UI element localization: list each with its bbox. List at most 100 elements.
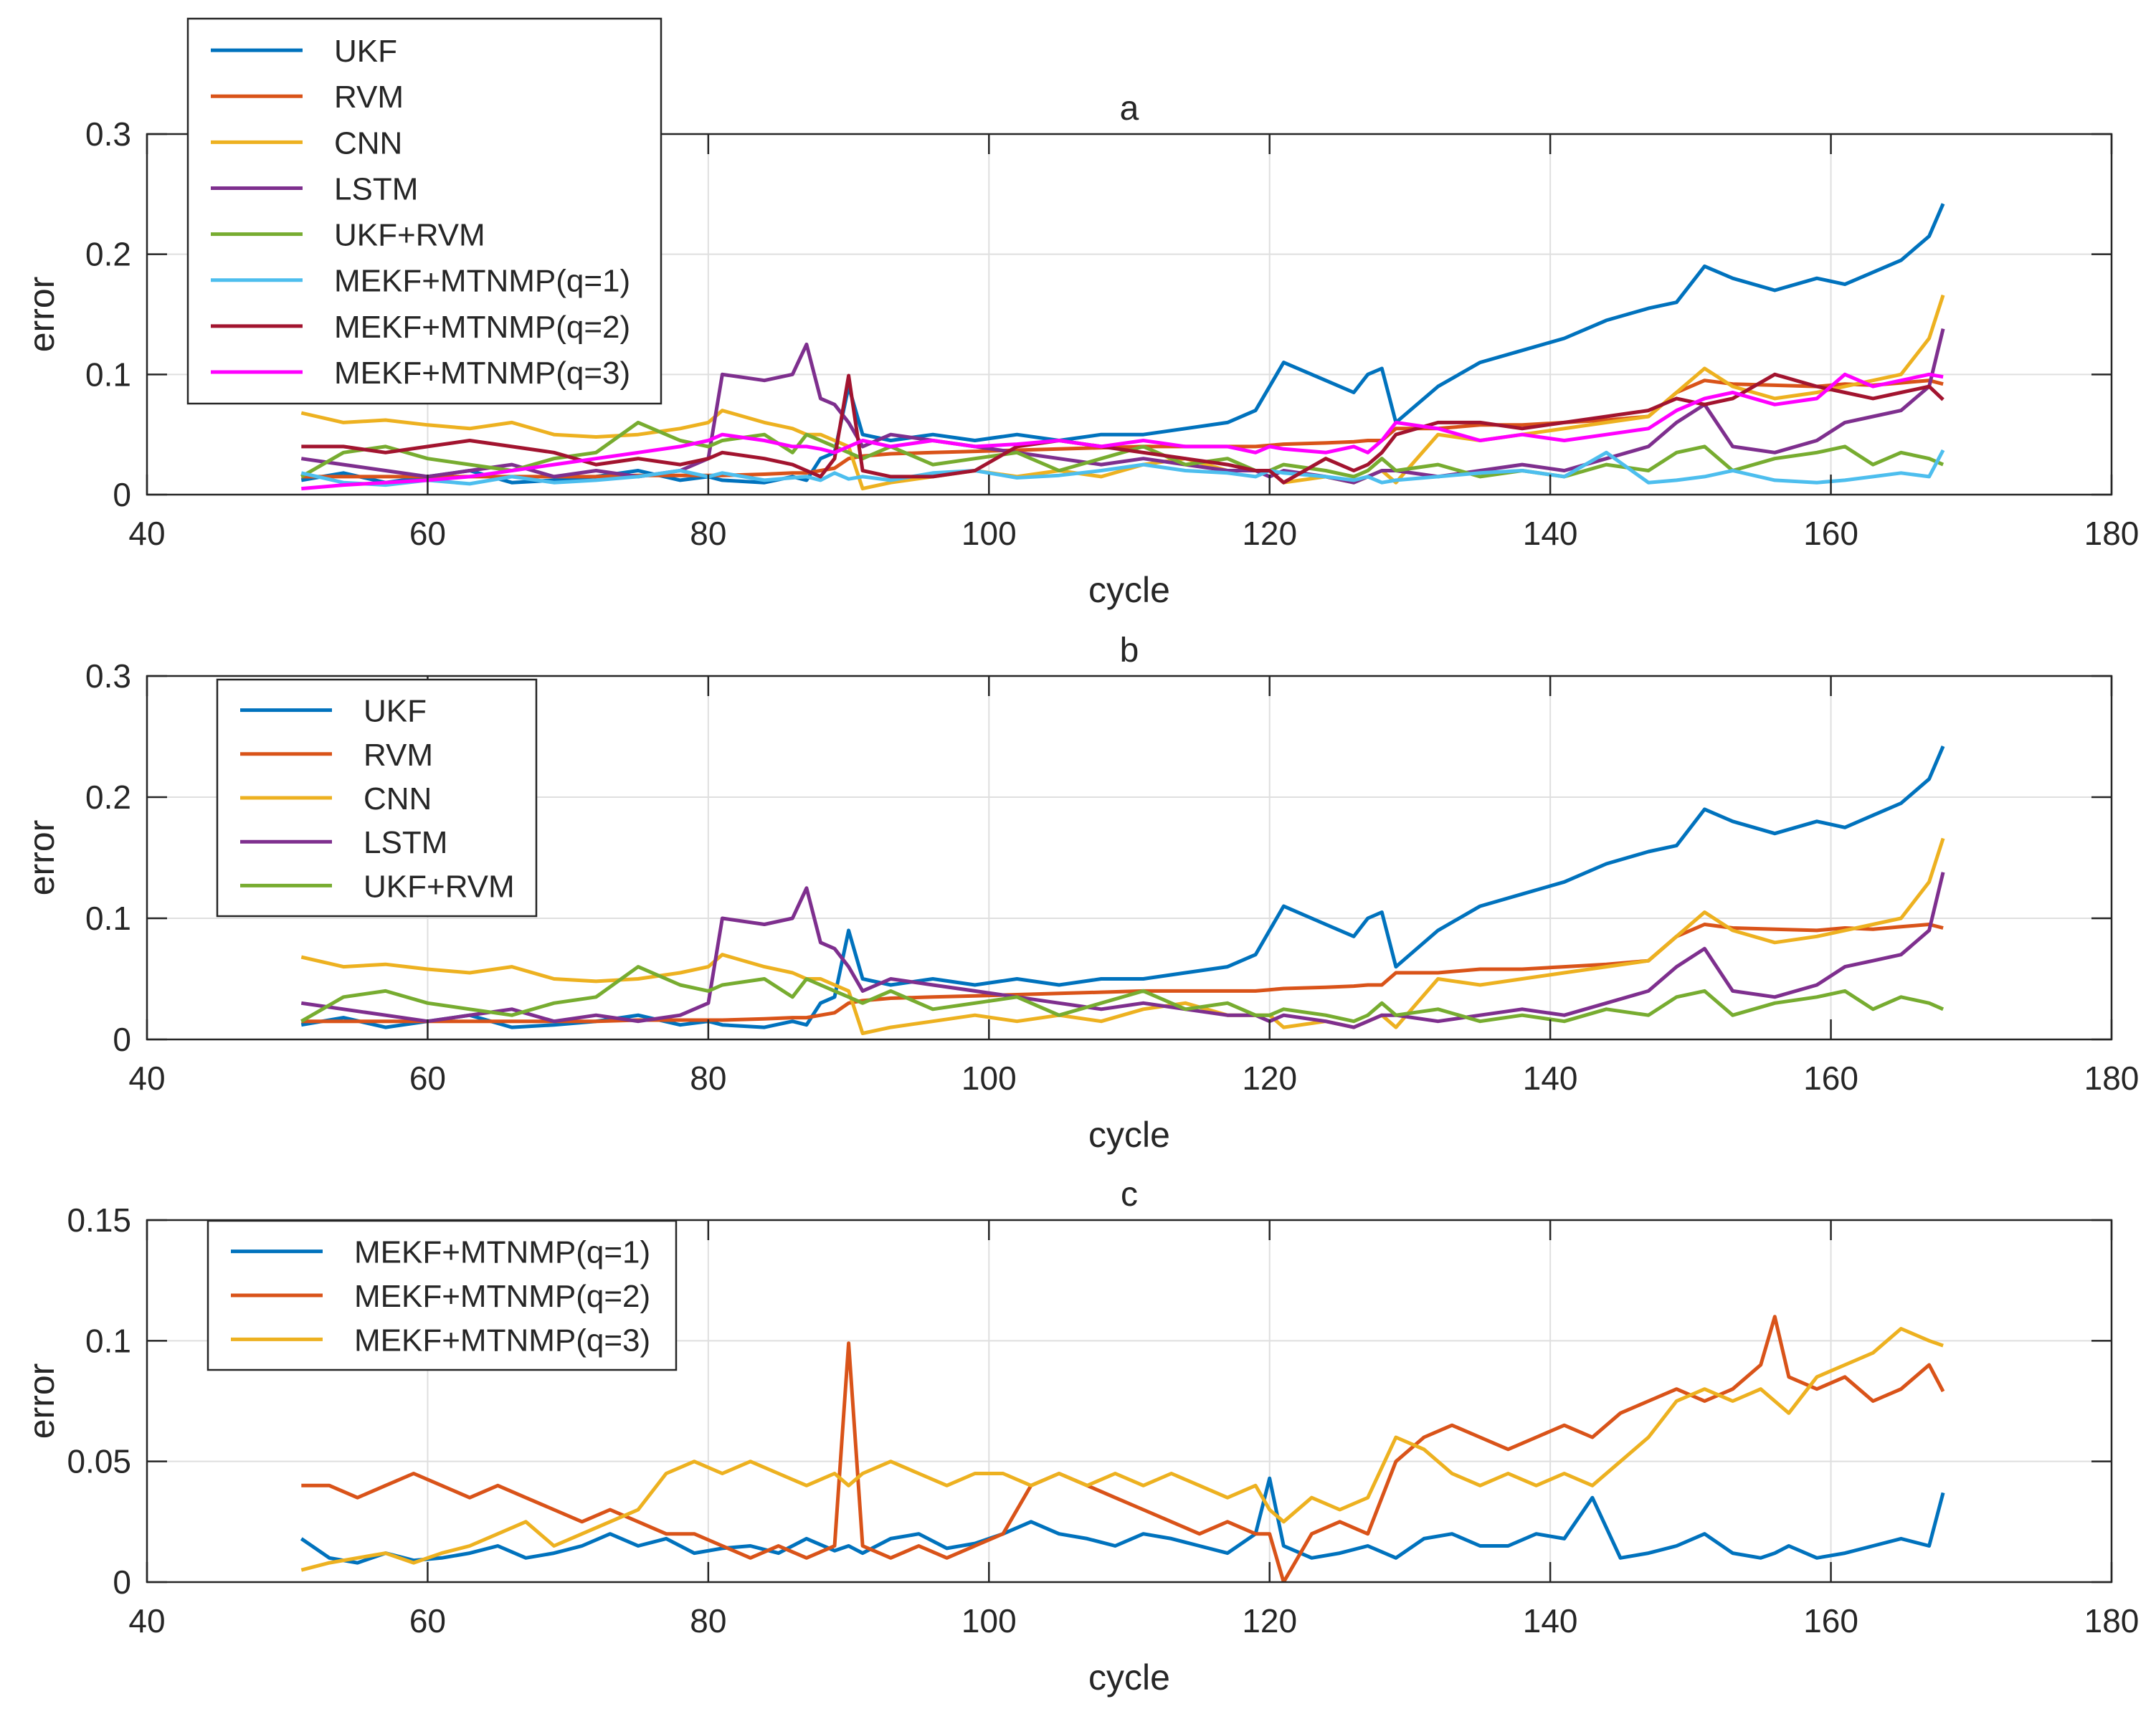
chart-title: c [1121, 1176, 1138, 1214]
x-tick-label: 140 [1523, 1602, 1578, 1639]
axes-box [146, 675, 2113, 1041]
legend-item: CNN [211, 125, 402, 161]
x-axis-label: cycle [1088, 1115, 1170, 1155]
chart-panel-c: 40 60 80 100 120 140 160 180 0 0.05 0.1 0.15 c cycle e… [22, 1176, 2139, 1698]
y-tick-label: 0.2 [85, 779, 131, 816]
y-tick-label: 0.1 [85, 356, 131, 393]
legend-item: MEKF+MTNMP(q=3) [211, 356, 630, 391]
x-tick-label: 40 [128, 1060, 165, 1097]
legend-item: RVM [240, 738, 433, 773]
legend-box [216, 678, 538, 918]
legend-label: MEKF+MTNMP(q=2) [334, 310, 630, 345]
x-tick-label: 40 [128, 515, 165, 552]
x-tick-label: 180 [2084, 1602, 2140, 1639]
series-line-MEKF+MTNMP(q=3) [300, 1327, 1944, 1572]
y-tick-label: 0.15 [67, 1201, 131, 1239]
x-tick-label: 160 [1803, 515, 1858, 552]
legend-label: MEKF+MTNMP(q=1) [334, 264, 630, 299]
x-tick-label: 160 [1803, 1602, 1858, 1639]
x-tick-label: 120 [1242, 1602, 1297, 1639]
x-tick-label: 100 [961, 515, 1017, 552]
x-tick-label: 120 [1242, 515, 1297, 552]
legend-label: UKF [334, 34, 397, 69]
x-tick-label: 60 [409, 1602, 446, 1639]
legend-item: UKF [240, 694, 427, 729]
legend-item: MEKF+MTNMP(q=1) [231, 1235, 650, 1270]
x-tick-label: 80 [690, 1602, 726, 1639]
legend-item: LSTM [240, 825, 447, 860]
series-group [300, 1315, 1945, 1582]
legend-item: UKF+RVM [240, 869, 515, 904]
chart-title: a [1120, 90, 1139, 128]
x-tick-label: 80 [690, 1060, 726, 1097]
y-tick-label: 0 [113, 1563, 131, 1601]
series-group [300, 746, 1945, 1035]
legend-item: CNN [240, 781, 432, 816]
series-line-RVM [301, 923, 1944, 1024]
legend-item: UKF [211, 34, 397, 69]
legend: UKF RVM CNN LSTM UKF+RVM [216, 678, 538, 918]
series-line-MEKF+MTNMP(q=2) [301, 372, 1944, 485]
series-line-MEKF+MTNMP(q=3) [301, 372, 1944, 491]
legend-item: MEKF+MTNMP(q=2) [231, 1279, 650, 1314]
x-tick-label: 40 [128, 1602, 165, 1639]
x-tick-label: 100 [961, 1602, 1017, 1639]
x-tick-label: 80 [690, 515, 726, 552]
chart-panel-a: 40 60 80 100 120 140 160 180 0 0.1 0.2 0.3 a cycle err… [22, 17, 2140, 610]
legend-label: MEKF+MTNMP(q=1) [354, 1235, 650, 1270]
legend-item: LSTM [211, 171, 418, 206]
legend-label: MEKF+MTNMP(q=3) [354, 1323, 650, 1358]
series-line-UKF+RVM [300, 965, 1944, 1024]
x-tick-label: 140 [1523, 1060, 1578, 1097]
series-group [300, 203, 1945, 491]
legend-item: MEKF+MTNMP(q=1) [211, 264, 630, 299]
x-tick-label: 160 [1803, 1060, 1858, 1097]
y-tick-label: 0.05 [67, 1443, 131, 1480]
x-tick-label: 140 [1523, 515, 1578, 552]
x-axis-label: cycle [1088, 570, 1170, 610]
y-axis-label: error [22, 277, 62, 353]
legend-label: LSTM [334, 171, 418, 206]
y-tick-label: 0.2 [85, 236, 131, 273]
y-axis-label: error [22, 820, 62, 896]
legend-label: CNN [364, 781, 432, 816]
axes-box [146, 133, 2113, 496]
legend-box [186, 17, 663, 405]
legend: UKF RVM CNN LSTM UKF+RVM MEKF+MTNMP(q=1) MEKF+… [186, 17, 663, 405]
y-axis-label: error [22, 1363, 62, 1439]
y-tick-label: 0 [113, 476, 131, 513]
legend-label: UKF+RVM [364, 869, 515, 904]
x-axis-label: cycle [1088, 1657, 1170, 1698]
legend-label: MEKF+MTNMP(q=3) [334, 356, 630, 391]
y-tick-label: 0.1 [85, 900, 131, 937]
legend-item: MEKF+MTNMP(q=2) [211, 310, 630, 345]
x-tick-label: 100 [961, 1060, 1017, 1097]
series-line-LSTM [300, 872, 1945, 1029]
series-line-MEKF+MTNMP(q=2) [301, 1315, 1945, 1582]
legend-item: UKF+RVM [211, 218, 485, 253]
legend-label: RVM [334, 80, 404, 115]
y-tick-label: 0.3 [85, 657, 131, 695]
axes-box [146, 1219, 2113, 1584]
legend: MEKF+MTNMP(q=1) MEKF+MTNMP(q=2) MEKF+MTNMP… [206, 1219, 678, 1371]
legend-item: RVM [211, 80, 404, 115]
legend-label: UKF+RVM [334, 218, 485, 253]
x-tick-label: 180 [2084, 515, 2140, 552]
y-tick-label: 0.1 [85, 1322, 131, 1359]
y-tick-label: 0 [113, 1021, 131, 1058]
legend-label: UKF [364, 694, 427, 729]
legend-item: MEKF+MTNMP(q=3) [231, 1323, 650, 1358]
legend-label: CNN [334, 125, 402, 161]
x-tick-label: 180 [2084, 1060, 2140, 1097]
chart-panel-b: 40 60 80 100 120 140 160 180 0 0.1 0.2 0.3 b cycle err… [22, 632, 2139, 1155]
x-tick-label: 60 [409, 1060, 446, 1097]
legend-label: MEKF+MTNMP(q=2) [354, 1279, 650, 1314]
legend-label: RVM [364, 738, 433, 773]
y-tick-label: 0.3 [85, 115, 131, 153]
legend-label: LSTM [364, 825, 447, 860]
x-tick-label: 60 [409, 515, 446, 552]
series-line-MEKF+MTNMP(q=1) [300, 449, 1945, 487]
x-tick-label: 120 [1242, 1060, 1297, 1097]
legend-box [206, 1219, 678, 1371]
